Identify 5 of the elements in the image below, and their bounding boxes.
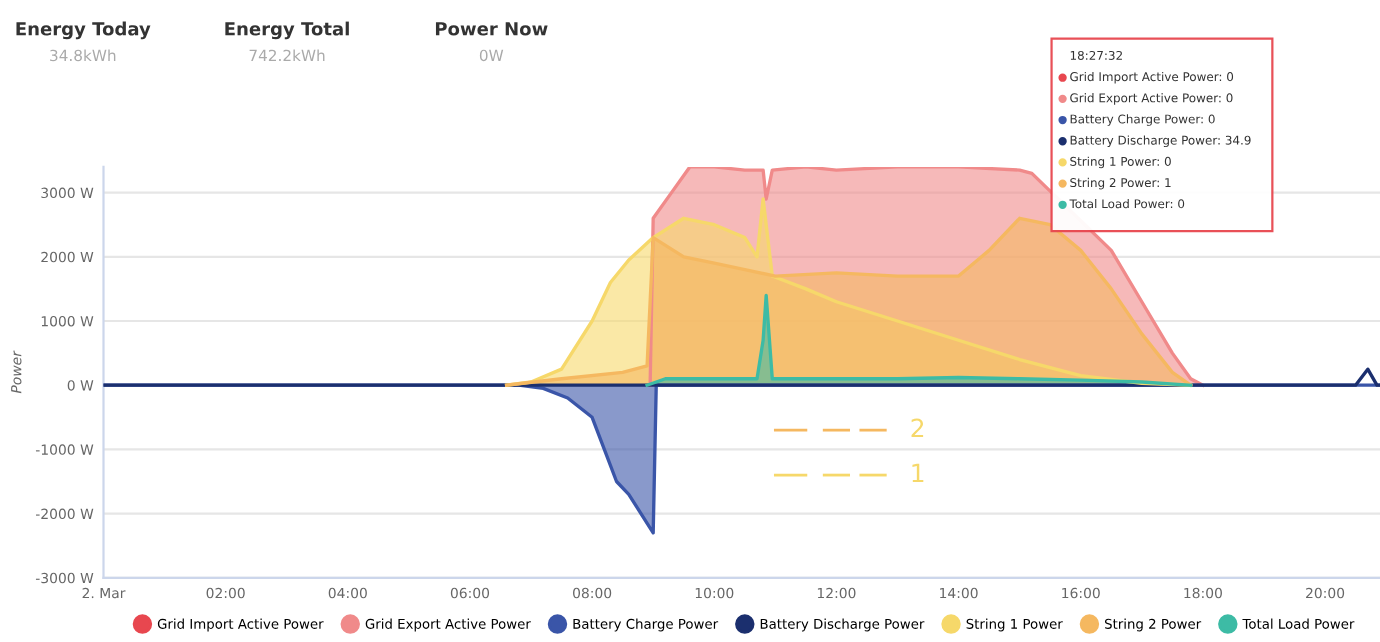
text: Energy Today [16,21,151,40]
annotation: 2 [911,418,924,438]
text: Energy Total [225,21,349,40]
text: Power Now [435,22,548,36]
annotation: 1 [912,463,924,482]
